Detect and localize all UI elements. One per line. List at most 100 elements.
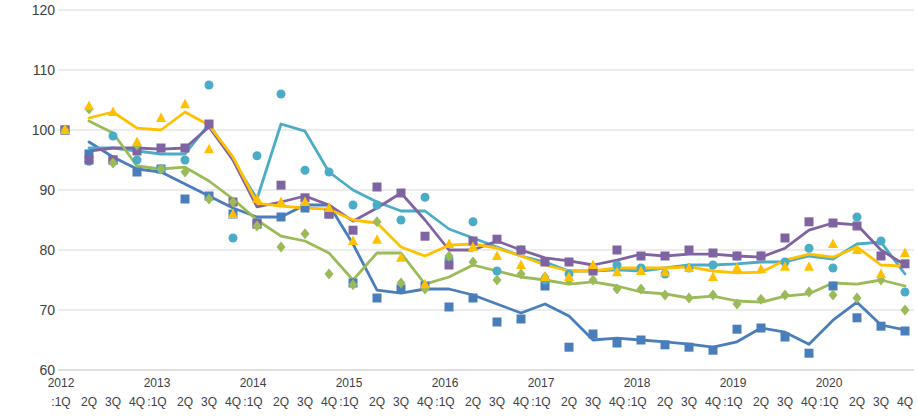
marker xyxy=(181,144,190,153)
marker xyxy=(277,213,286,222)
x-tick-label: 2020:1Q xyxy=(816,376,843,409)
marker xyxy=(445,251,454,262)
series xyxy=(89,127,905,265)
marker xyxy=(733,325,742,334)
marker xyxy=(781,290,790,301)
marker xyxy=(828,239,838,249)
x-tick-label: 3Q xyxy=(297,395,313,409)
marker xyxy=(517,246,526,255)
marker xyxy=(301,228,310,239)
series xyxy=(89,112,905,273)
marker xyxy=(253,221,262,232)
marker xyxy=(325,168,334,177)
marker xyxy=(157,165,166,174)
series xyxy=(61,81,910,297)
marker xyxy=(901,288,910,297)
marker xyxy=(301,166,310,175)
marker xyxy=(517,246,526,255)
x-tick-label: 2015:1Q xyxy=(336,376,363,409)
x-tick-label: 3Q xyxy=(873,395,889,409)
marker xyxy=(685,293,694,304)
marker xyxy=(540,272,550,282)
series xyxy=(61,126,910,358)
y-tick-label: 110 xyxy=(33,62,56,78)
marker xyxy=(276,197,286,207)
marker xyxy=(804,261,814,271)
marker xyxy=(396,252,406,261)
marker xyxy=(421,232,430,241)
marker xyxy=(901,305,910,316)
y-tick-label: 100 xyxy=(32,122,56,138)
chart: 607080901001101202012:1Q2Q3Q4Q2013:1Q2Q3… xyxy=(0,0,917,416)
x-tick-label: 2016:1Q xyxy=(432,376,459,409)
series xyxy=(61,104,910,316)
marker xyxy=(252,194,262,204)
marker xyxy=(325,269,334,280)
marker xyxy=(853,313,862,322)
marker xyxy=(157,144,166,153)
marker xyxy=(421,193,430,202)
x-tick-label: 2Q xyxy=(657,395,673,409)
marker xyxy=(636,266,646,276)
marker xyxy=(637,336,646,345)
x-tick-label: 2017:1Q xyxy=(528,376,555,409)
x-tick-label: 2Q xyxy=(177,395,193,409)
marker xyxy=(565,258,574,267)
marker xyxy=(565,343,574,352)
grid xyxy=(58,10,914,370)
marker xyxy=(829,290,838,301)
series-line xyxy=(89,142,905,347)
marker xyxy=(349,279,358,290)
marker xyxy=(300,197,310,207)
marker xyxy=(709,261,718,270)
series-line xyxy=(89,112,905,273)
marker xyxy=(757,252,766,261)
grid-line xyxy=(58,190,914,191)
marker xyxy=(757,252,766,261)
x-tick-label: 4Q xyxy=(609,395,625,409)
marker xyxy=(133,156,142,165)
marker xyxy=(613,246,622,255)
marker xyxy=(709,249,718,258)
marker xyxy=(900,248,910,258)
marker xyxy=(781,234,790,243)
marker xyxy=(444,239,454,249)
x-tick-label: 3Q xyxy=(105,395,121,409)
marker xyxy=(373,201,382,210)
marker xyxy=(733,252,742,261)
marker xyxy=(229,234,238,243)
marker xyxy=(61,126,70,135)
marker xyxy=(397,189,406,198)
series xyxy=(61,120,910,276)
marker xyxy=(709,346,718,355)
grid-line xyxy=(58,250,914,251)
x-tick-label: 2018:1Q xyxy=(624,376,651,409)
marker xyxy=(181,156,190,165)
x-tick-label: 2014:1Q xyxy=(240,376,267,409)
x-tick-label: 4Q xyxy=(129,395,145,409)
x-tick-label: 2019:1Q xyxy=(720,376,747,409)
marker xyxy=(685,343,694,352)
grid-line xyxy=(58,370,914,371)
x-tick-label: 2013:1Q xyxy=(144,376,171,409)
x-tick-label: 4Q xyxy=(417,395,433,409)
marker xyxy=(901,327,910,336)
marker xyxy=(757,294,766,305)
x-tick-label: 2Q xyxy=(81,395,97,409)
marker xyxy=(661,252,670,261)
marker xyxy=(589,275,598,286)
marker xyxy=(708,272,718,282)
x-tick-label: 3Q xyxy=(489,395,505,409)
marker xyxy=(228,209,238,219)
marker xyxy=(373,294,382,303)
series-line xyxy=(89,127,905,265)
marker xyxy=(493,235,502,244)
x-tick-label: 2Q xyxy=(561,395,577,409)
marker xyxy=(181,195,190,204)
marker xyxy=(469,257,478,268)
marker xyxy=(541,272,550,283)
grid-line xyxy=(58,70,914,71)
marker xyxy=(468,242,478,252)
marker xyxy=(445,303,454,312)
marker xyxy=(660,267,670,277)
